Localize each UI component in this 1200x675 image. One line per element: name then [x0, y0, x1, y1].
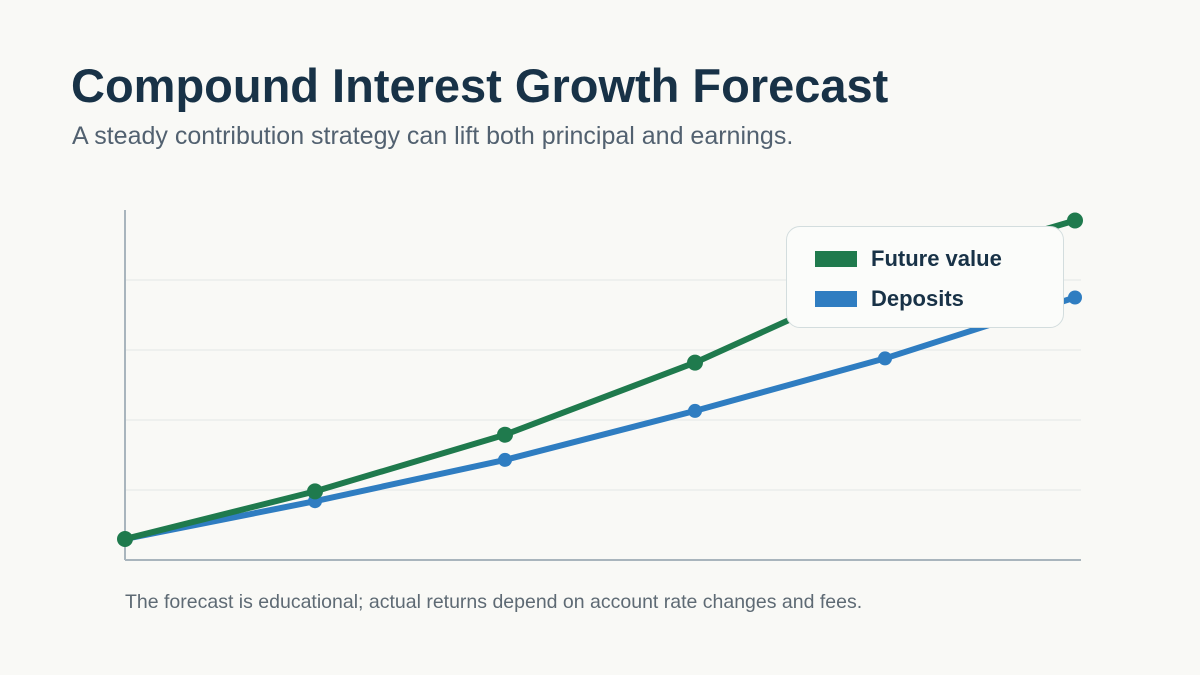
page-subtitle: A steady contribution strategy can lift …: [72, 122, 794, 150]
chart-axes: [124, 210, 1081, 561]
chart-legend: Future value Deposits: [786, 226, 1064, 328]
legend-item-future-value: Future value: [815, 244, 1002, 274]
data-point-future-value: [497, 426, 513, 443]
page-title: Compound Interest Growth Forecast: [71, 59, 889, 112]
data-point-future-value: [117, 531, 133, 547]
legend-label-future-value: Future value: [871, 246, 1002, 271]
footnote: The forecast is educational; actual retu…: [125, 591, 863, 613]
data-point-deposits: [498, 452, 512, 467]
legend-label-deposits: Deposits: [871, 286, 964, 311]
series-deposits: [118, 290, 1082, 546]
data-point-future-value: [307, 483, 323, 500]
data-point-deposits: [878, 351, 892, 366]
series-line-deposits: [122, 294, 1078, 542]
data-point-future-value: [687, 354, 703, 371]
legend-swatch-future-value: [815, 251, 857, 267]
data-point-future-value: [1067, 212, 1083, 229]
data-point-deposits: [688, 403, 702, 418]
legend-item-deposits: Deposits: [815, 284, 964, 314]
data-point-deposits: [1068, 290, 1082, 305]
legend-swatch-deposits: [815, 291, 857, 307]
